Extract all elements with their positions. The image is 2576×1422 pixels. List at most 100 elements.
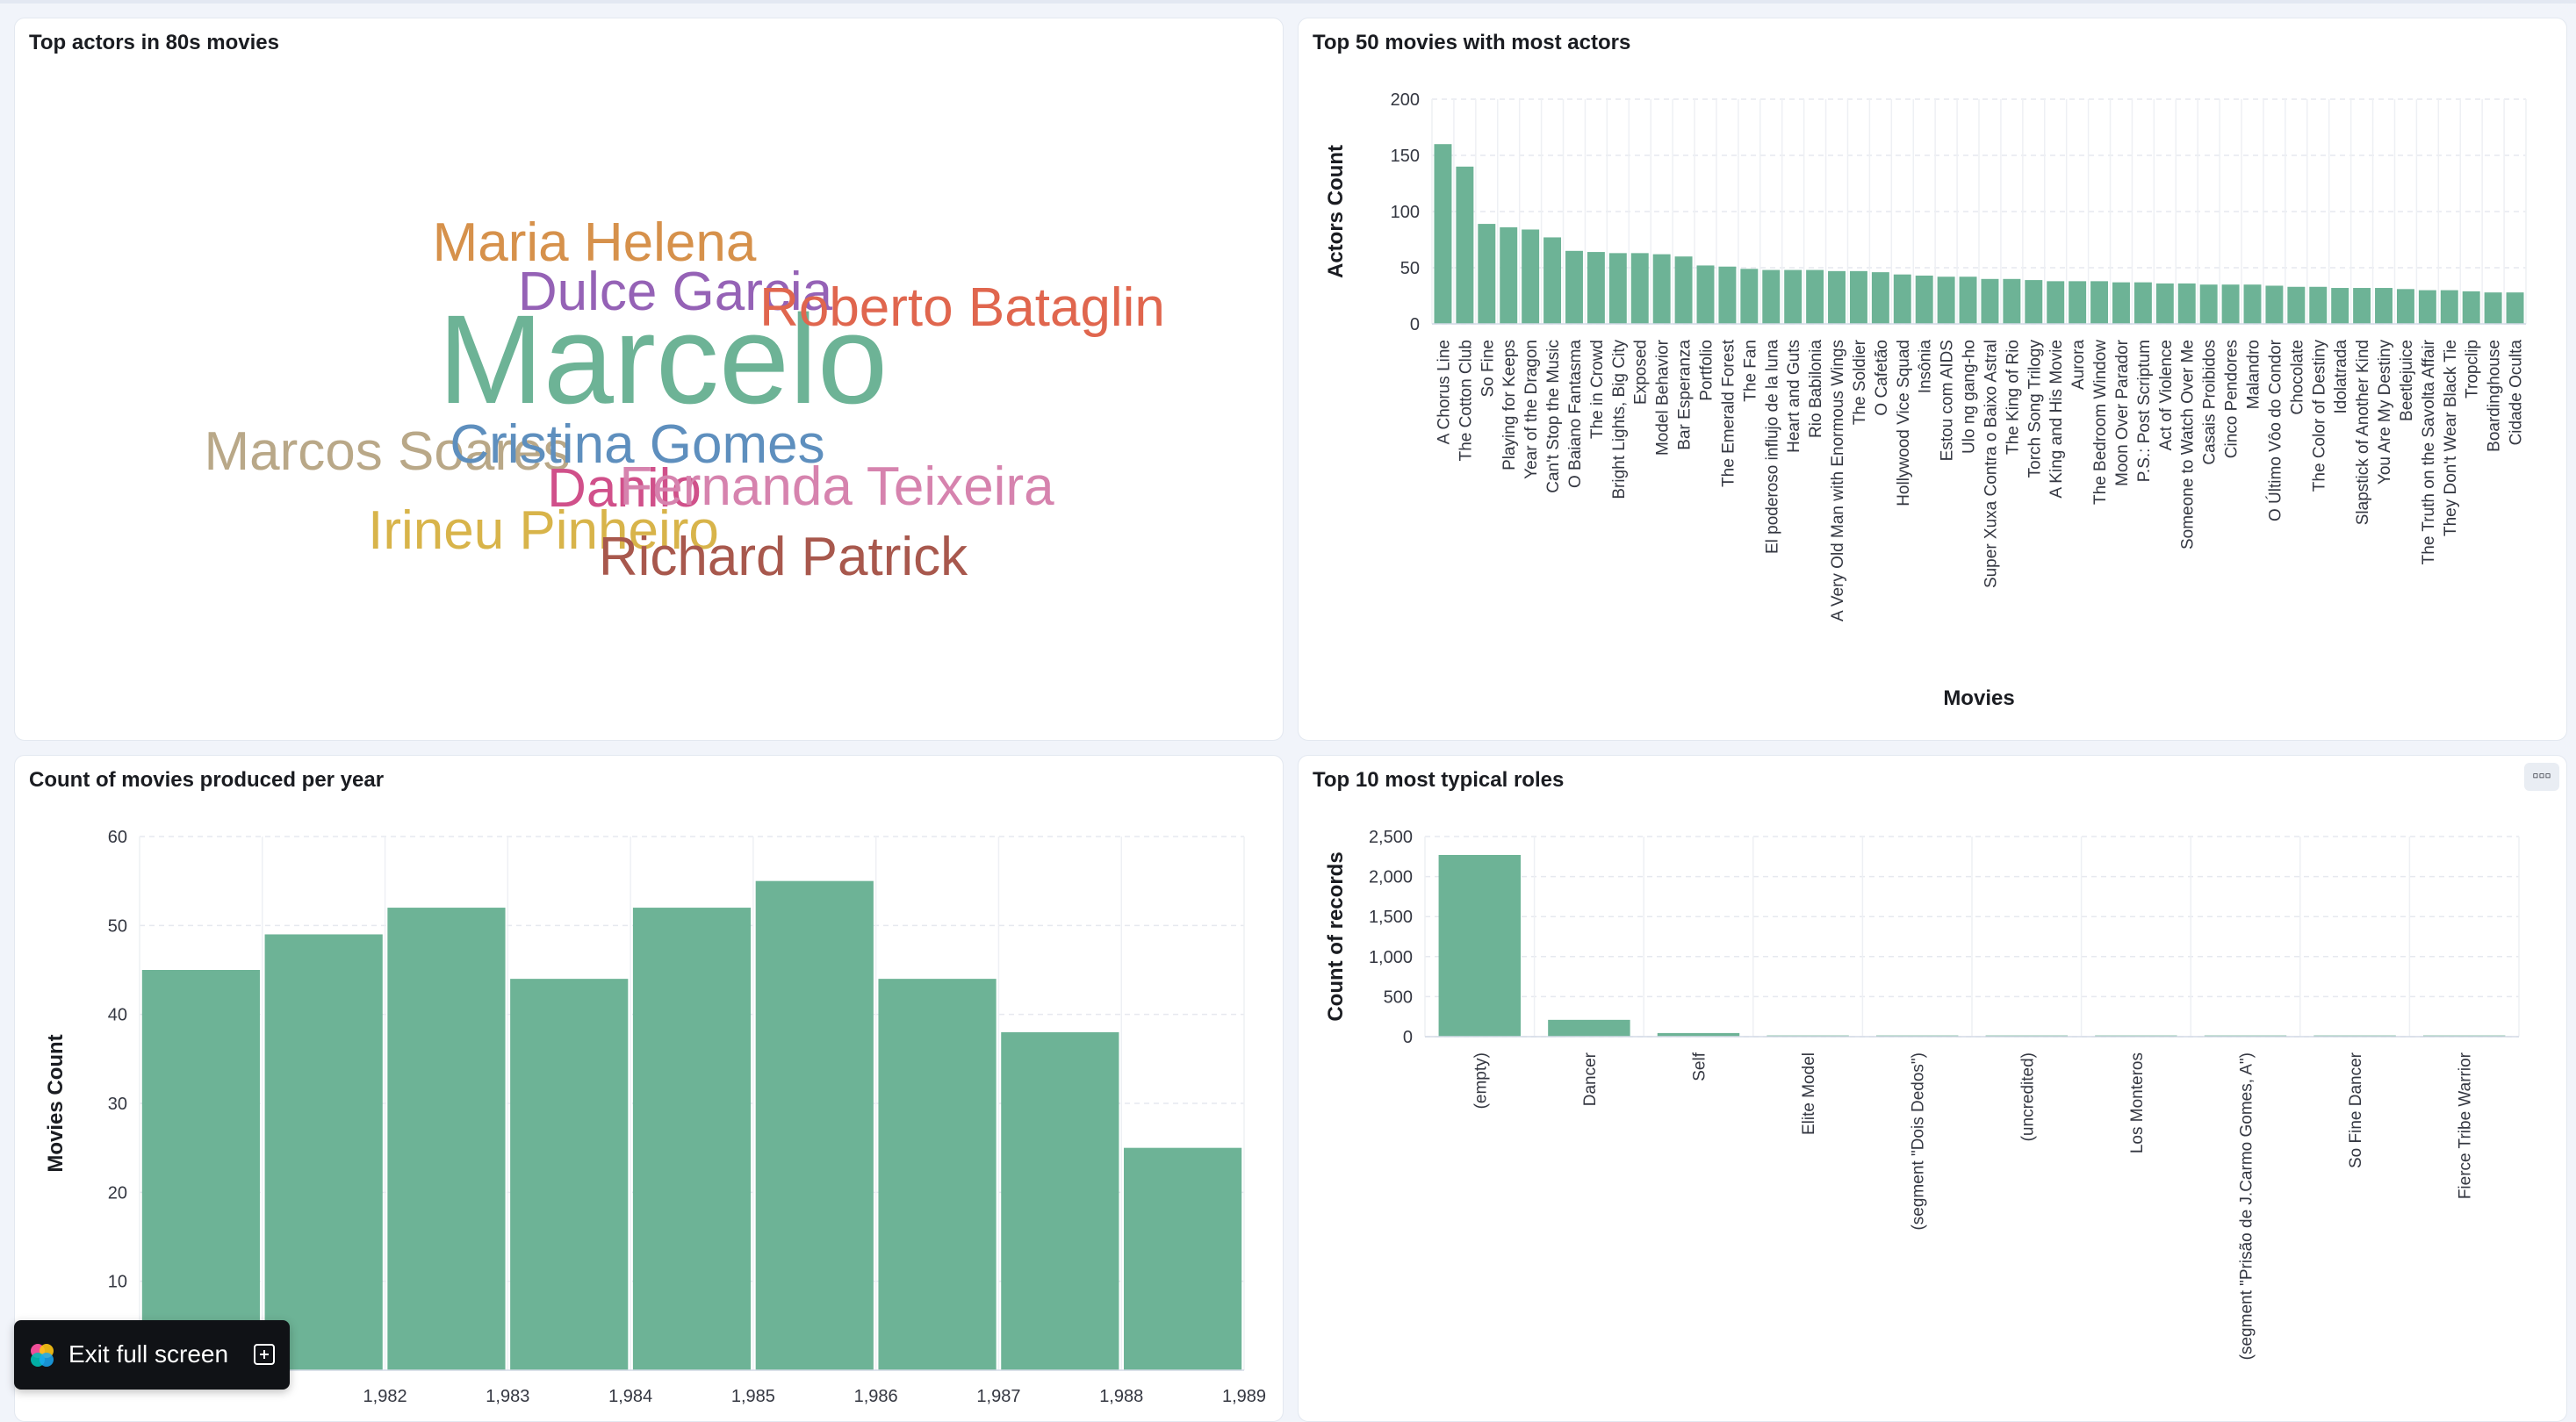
x-tick-label: 1,983	[486, 1387, 529, 1406]
bar	[387, 908, 506, 1370]
bar	[2112, 282, 2130, 324]
x-tick-label: Model Behavior	[1654, 339, 1673, 456]
x-tick-label: Bar Esperanza	[1676, 340, 1695, 450]
x-tick-label: The Fan	[1741, 340, 1759, 402]
bar	[1434, 144, 1452, 324]
bar	[1478, 224, 1496, 324]
y-axis-label: Count of records	[1324, 851, 1348, 1021]
x-tick-label: So Fine	[1479, 340, 1497, 397]
movies-per-year-chart: 10 20 30 40 50 60 1,982 1,983 1,984 1,985 1,986 1,9…	[44, 828, 1266, 1406]
bar	[1548, 1019, 1630, 1037]
bar	[1762, 269, 1781, 324]
word-marcelo: Marcelo	[438, 289, 888, 430]
bar	[1981, 278, 1999, 324]
x-tick-label: Ulo ng gang-ho	[1961, 340, 1979, 454]
bar	[1124, 1147, 1242, 1370]
bar	[2025, 280, 2043, 324]
bar	[2484, 292, 2502, 324]
x-tick-label: Tropclip	[2464, 340, 2482, 399]
bar	[1608, 253, 1627, 324]
x-tick-label: (uncredited)	[2018, 1052, 2037, 1141]
x-tick-label: 1,984	[608, 1387, 652, 1406]
x-tick-label: 1,987	[976, 1387, 1020, 1406]
x-tick-label: Insônia	[1917, 340, 1935, 394]
x-tick-label: A Chorus Line	[1435, 340, 1453, 444]
word-fernanda-teixeira: Fernanda Teixeira	[619, 456, 1054, 517]
word-marcos-soares: Marcos Soares	[205, 421, 571, 482]
x-tick-label: They Don't Wear Black Tie	[2442, 340, 2460, 536]
x-tick-label: Act of Violence	[2157, 340, 2176, 450]
y-tick-label: 100	[1391, 203, 1420, 222]
bar	[1657, 1032, 1740, 1037]
bar	[1871, 272, 1889, 324]
bar	[1937, 276, 1955, 324]
bar	[1674, 256, 1693, 324]
y-axis-label: Movies Count	[44, 1034, 68, 1172]
bar	[2396, 289, 2414, 324]
x-tick-label: The Bedroom Window	[2091, 340, 2110, 505]
x-axis-label: Movies	[1943, 686, 2014, 710]
panel-top-actors: Top actors in 80s movies Marcelo Maria He…	[14, 18, 1284, 741]
panel-title: Count of movies produced per year	[29, 768, 385, 792]
panel-top-movies-actors: Top 50 movies with most actors 0 50 100 150…	[1298, 18, 2567, 741]
x-tick-label: O Último Vôo do Condor	[2265, 339, 2285, 521]
x-tick-label: A King and His Movie	[2047, 340, 2066, 499]
bar	[2177, 283, 2196, 324]
x-tick-label: Aurora	[2069, 340, 2088, 390]
bar	[2462, 291, 2480, 324]
y-axis-label: Actors Count	[1324, 145, 1348, 278]
y-tick-label: 50	[108, 916, 127, 936]
bar	[755, 880, 874, 1370]
x-tick-label: Cinco Pendores	[2223, 340, 2241, 458]
y-tick-label: 50	[1400, 259, 1420, 278]
exit-full-screen-button[interactable]: Exit full screen	[14, 1320, 290, 1390]
x-tick-label: Los Monteros	[2128, 1052, 2147, 1153]
y-tick-label: 60	[108, 828, 127, 847]
bar	[2331, 288, 2349, 324]
x-tick-label: 1,982	[363, 1387, 407, 1406]
bar	[1543, 237, 1562, 324]
bar	[1438, 854, 1522, 1037]
y-tick-label: 30	[108, 1095, 127, 1114]
bar	[1915, 275, 1933, 324]
more-options-icon[interactable]: ▫▫▫	[2524, 763, 2559, 791]
x-tick-label: Playing for Keeps	[1500, 340, 1519, 470]
x-tick-label: Casais Proibidos	[2201, 340, 2220, 465]
x-tick-label: 1,988	[1099, 1387, 1143, 1406]
top-roles-chart: 0 500 1,000 1,500 2,000 2,500 (empty) Dancer Sel…	[1324, 828, 2520, 1360]
x-tick-label: So Fine Dancer	[2347, 1052, 2365, 1168]
x-tick-label: Elite Model	[1800, 1052, 1818, 1135]
x-tick-label: Estou com AIDS	[1939, 340, 1957, 461]
bar	[1784, 269, 1802, 324]
bar	[1001, 1031, 1119, 1370]
bar	[2133, 282, 2152, 324]
x-tick-label: The in Crowd	[1588, 340, 1607, 439]
bar	[2375, 288, 2393, 324]
bar	[1806, 269, 1824, 324]
word-roberto-bataglin: Roberto Bataglin	[759, 277, 1165, 338]
bar	[1652, 254, 1671, 324]
bar	[2003, 278, 2021, 324]
word-richard-patrick: Richard Patrick	[599, 527, 968, 587]
y-tick-label: 10	[108, 1273, 127, 1292]
word-dulce-garcia: Dulce Garcia	[518, 262, 833, 322]
bar	[2287, 286, 2306, 324]
x-tick-label: Fierce Tribe Warrior	[2457, 1052, 2475, 1199]
bar	[1959, 276, 1977, 324]
bar	[1500, 226, 1518, 324]
x-tick-label: Rio Babilonia	[1807, 340, 1825, 438]
bar	[2221, 284, 2240, 324]
fullscreen-exit-icon	[254, 1344, 275, 1365]
y-tick-label: 2,500	[1369, 828, 1413, 847]
x-tick-label: Dancer	[1581, 1052, 1600, 1106]
x-tick-label: Cidade Oculta	[2508, 340, 2526, 446]
x-tick-label: P.S.: Post Scriptum	[2135, 340, 2154, 482]
word-cristina-gomes: Cristina Gomes	[450, 414, 824, 475]
movies-actors-chart: 0 50 100 150 200 A Chorus Line The Cotton Club…	[1324, 90, 2527, 710]
x-tick-label: Exposed	[1632, 340, 1651, 405]
bar	[141, 970, 260, 1370]
bar	[1456, 166, 1474, 324]
bar	[1718, 266, 1737, 324]
bar	[1696, 265, 1715, 324]
